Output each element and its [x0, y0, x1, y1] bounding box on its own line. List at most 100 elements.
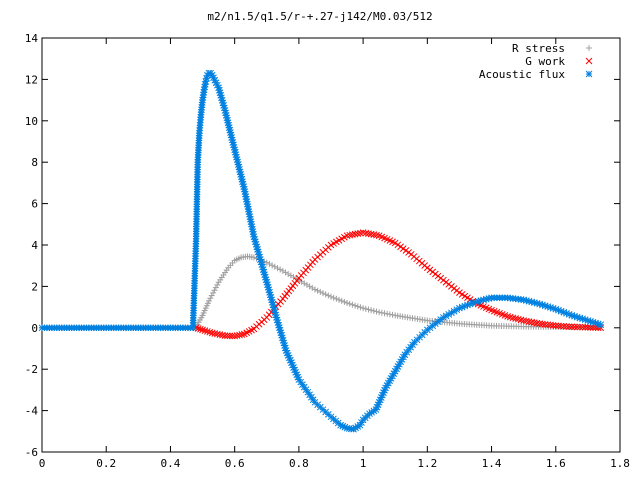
- marker-stroke: [304, 388, 312, 396]
- data-point: [220, 102, 227, 109]
- x-tick-label: 0.8: [289, 457, 309, 470]
- marker-stroke: [228, 332, 236, 340]
- y-tick-label: -6: [25, 446, 38, 459]
- marker-stroke: [563, 309, 570, 317]
- marker-stroke: [244, 203, 252, 211]
- marker-stroke: [292, 368, 300, 376]
- data-point: [351, 230, 359, 238]
- marker-stroke: [533, 299, 541, 307]
- data-point: [547, 321, 554, 329]
- marker-stroke: [397, 243, 404, 251]
- data-point: [346, 231, 354, 239]
- marker-stroke: [201, 327, 209, 334]
- y-tick-label: 12: [25, 73, 38, 86]
- marker-stroke: [402, 247, 410, 254]
- marker-stroke: [271, 309, 279, 316]
- data-point: [586, 45, 592, 51]
- marker-stroke: [563, 323, 570, 330]
- marker-stroke: [254, 246, 261, 253]
- marker-stroke: [246, 210, 253, 218]
- marker-stroke: [258, 261, 266, 268]
- marker-stroke: [299, 381, 306, 388]
- marker-stroke: [281, 342, 288, 349]
- marker-stroke: [597, 321, 605, 329]
- data-point: [373, 231, 380, 239]
- marker-stroke: [243, 200, 251, 208]
- marker-stroke: [279, 337, 287, 344]
- marker-stroke: [560, 308, 568, 316]
- marker-stroke: [517, 316, 525, 324]
- marker-stroke: [555, 322, 562, 330]
- data-point: [306, 283, 313, 290]
- x-tick-label: 0.6: [225, 457, 245, 470]
- marker-stroke: [212, 79, 220, 87]
- marker-stroke: [275, 321, 282, 329]
- series-2: [38, 69, 605, 433]
- x-tick-label: 1.2: [417, 457, 437, 470]
- data-point: [552, 322, 560, 330]
- marker-stroke: [260, 268, 268, 276]
- marker-stroke: [256, 253, 263, 261]
- data-point: [208, 292, 215, 299]
- data-point: [585, 57, 593, 65]
- marker-stroke: [576, 323, 584, 331]
- data-point: [541, 320, 549, 328]
- marker-stroke: [514, 315, 522, 323]
- marker-stroke: [359, 229, 367, 236]
- marker-stroke: [281, 344, 289, 352]
- data-point: [330, 294, 337, 301]
- data-point: [311, 286, 318, 293]
- data-point: [271, 263, 278, 270]
- marker-stroke: [218, 96, 226, 104]
- marker-stroke: [349, 231, 356, 239]
- marker-stroke: [541, 320, 549, 328]
- marker-stroke: [250, 230, 257, 238]
- data-point: [568, 323, 576, 331]
- marker-stroke: [539, 301, 546, 309]
- data-point: [317, 288, 324, 295]
- marker-stroke: [197, 325, 204, 333]
- marker-stroke: [480, 303, 487, 310]
- marker-stroke: [276, 326, 284, 334]
- marker-stroke: [555, 306, 562, 314]
- data-point: [207, 295, 214, 302]
- data-point: [531, 319, 538, 326]
- marker-stroke: [560, 322, 568, 330]
- marker-stroke: [290, 364, 297, 371]
- marker-stroke: [294, 373, 302, 381]
- marker-stroke: [285, 354, 293, 362]
- marker-stroke: [236, 331, 243, 339]
- marker-stroke: [249, 228, 257, 236]
- marker-stroke: [490, 307, 498, 315]
- marker-stroke: [501, 312, 509, 319]
- marker-stroke: [302, 386, 310, 394]
- marker-stroke: [206, 328, 214, 336]
- data-point: [194, 325, 202, 332]
- marker-stroke: [461, 292, 469, 300]
- marker-stroke: [391, 239, 399, 247]
- marker-stroke: [573, 313, 581, 321]
- marker-stroke: [373, 231, 380, 239]
- marker-stroke: [274, 319, 282, 326]
- data-point: [589, 324, 597, 331]
- marker-stroke: [272, 311, 280, 319]
- data-point: [344, 299, 351, 306]
- marker-stroke: [394, 241, 402, 249]
- marker-stroke: [520, 317, 528, 324]
- marker-stroke: [584, 317, 592, 324]
- marker-stroke: [389, 238, 396, 246]
- marker-stroke: [261, 271, 268, 279]
- data-point: [359, 229, 367, 236]
- marker-stroke: [265, 286, 273, 294]
- marker-stroke: [259, 266, 267, 273]
- marker-stroke: [278, 331, 285, 339]
- series-1: [192, 229, 605, 340]
- marker-stroke: [241, 188, 249, 195]
- marker-stroke: [581, 323, 589, 331]
- marker-stroke: [308, 393, 315, 401]
- data-point: [522, 317, 530, 325]
- marker-stroke: [247, 215, 254, 223]
- marker-stroke: [238, 331, 246, 338]
